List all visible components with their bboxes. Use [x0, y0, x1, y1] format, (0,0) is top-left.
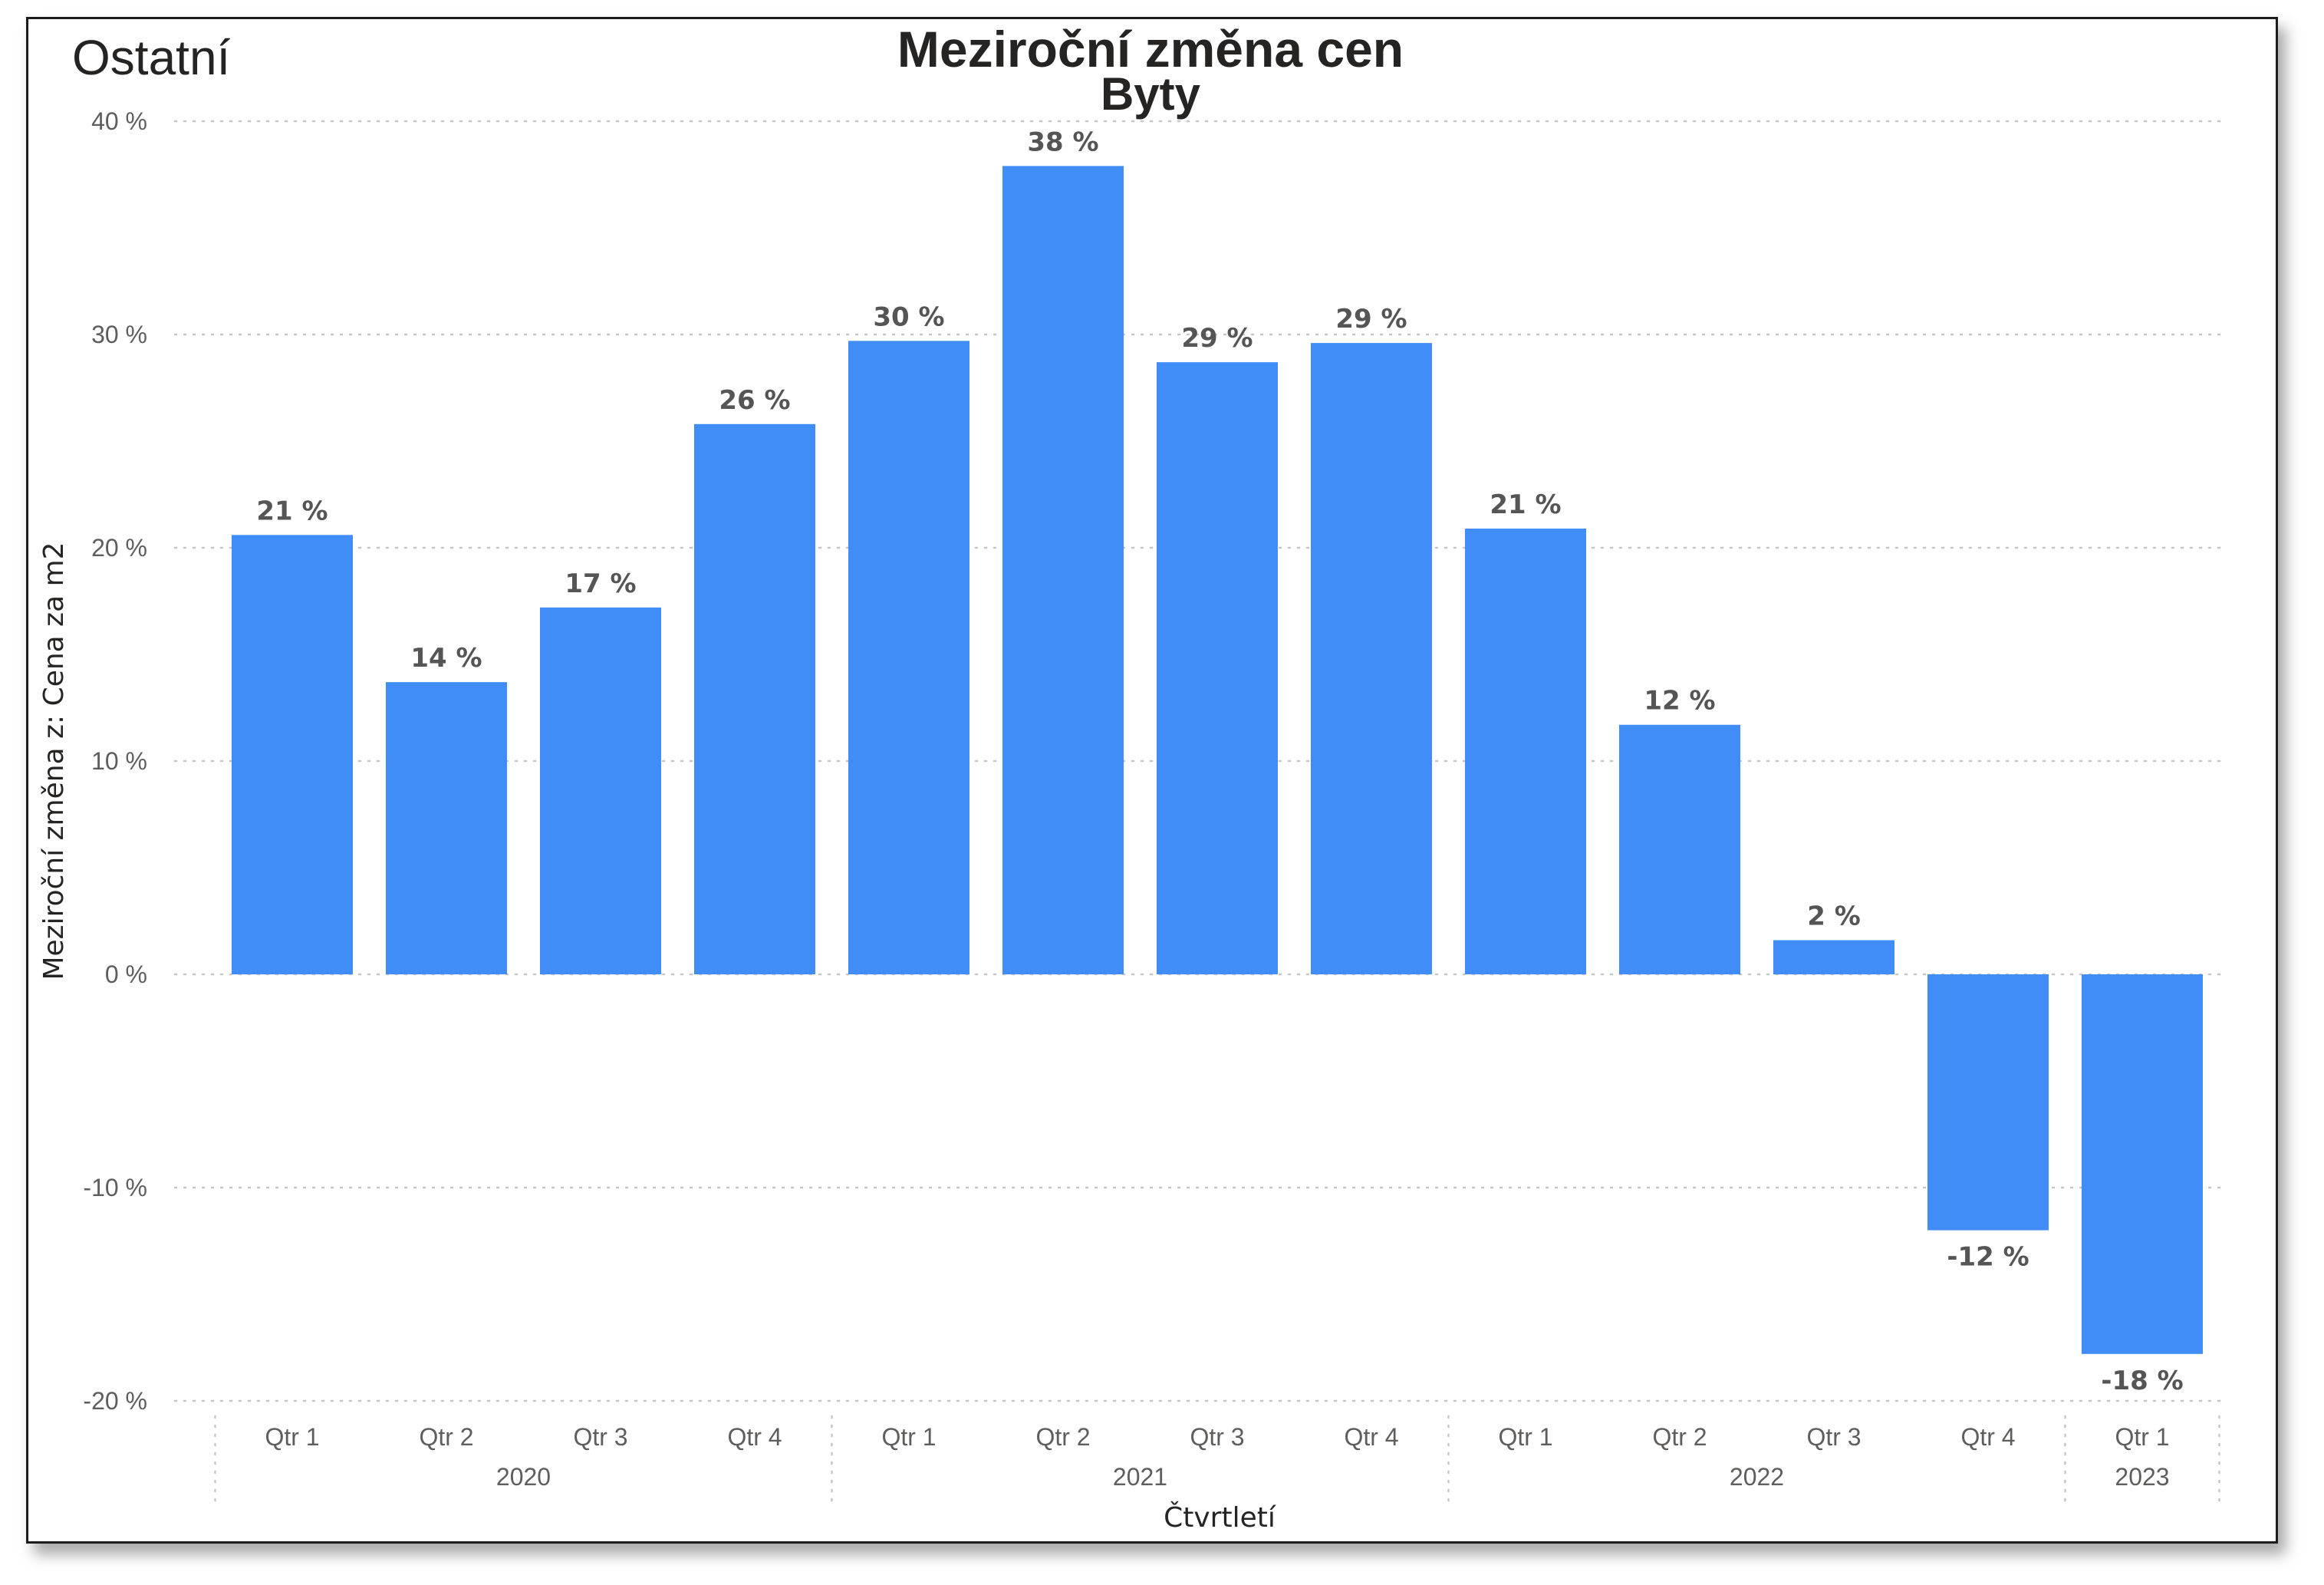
x-group-label: 2023 — [2115, 1463, 2169, 1491]
corner-label: Ostatní — [72, 30, 231, 85]
y-tick-label: 40 % — [91, 107, 147, 135]
y-axis: 40 % 30 % 20 % 10 % 0 % -10 % -20 % — [83, 107, 147, 1415]
data-label: 21 % — [256, 496, 328, 526]
data-label: -12 % — [1947, 1242, 2029, 1273]
y-tick-label: 20 % — [91, 534, 147, 562]
x-tick-label: Qtr 1 — [881, 1423, 936, 1451]
x-tick-label: Qtr 1 — [265, 1423, 319, 1451]
data-label: -18 % — [2101, 1366, 2183, 1396]
data-label: 30 % — [873, 302, 944, 332]
y-tick-label: 30 % — [91, 321, 147, 348]
x-group-label: 2021 — [1113, 1463, 1167, 1491]
data-label: 17 % — [565, 568, 636, 599]
bar — [1002, 166, 1124, 974]
x-tick-label: Qtr 4 — [1960, 1423, 2015, 1451]
x-tick-label: Qtr 3 — [1190, 1423, 1244, 1451]
x-tick-label: Qtr 2 — [419, 1423, 473, 1451]
data-label: 38 % — [1027, 127, 1098, 157]
x-tick-label: Qtr 3 — [1806, 1423, 1861, 1451]
chart-title: Meziroční změna cen — [897, 21, 1404, 77]
x-tick-label: Qtr 2 — [1652, 1423, 1707, 1451]
bar — [1311, 343, 1432, 974]
x-tick-label: Qtr 4 — [1344, 1423, 1398, 1451]
y-tick-label: -10 % — [83, 1174, 147, 1201]
bar — [232, 535, 353, 974]
y-tick-label: 0 % — [105, 961, 147, 988]
bars — [232, 166, 2203, 1354]
x-tick-label: Qtr 4 — [727, 1423, 782, 1451]
bar — [1619, 724, 1740, 974]
y-axis-title: Meziroční změna z: Cena za m2 — [38, 542, 70, 980]
data-label: 26 % — [719, 385, 790, 416]
x-tick-label: Qtr 1 — [1498, 1423, 1552, 1451]
bar — [386, 682, 507, 974]
gridlines — [173, 120, 2226, 1402]
x-axis-title: Čtvrtletí — [1164, 1501, 1276, 1534]
chart-subtitle: Byty — [1100, 68, 1201, 120]
data-label: 12 % — [1644, 686, 1715, 717]
x-axis: Qtr 1 Qtr 2 Qtr 3 Qtr 4 Qtr 1 Qtr 2 Qtr 3 Qtr 4… — [214, 1415, 2220, 1504]
x-tick-label: Qtr 1 — [2115, 1423, 2169, 1451]
x-group-label: 2020 — [496, 1463, 551, 1491]
y-tick-label: 10 % — [91, 747, 147, 775]
y-tick-label: -20 % — [83, 1387, 147, 1415]
x-group-label: 2022 — [1730, 1463, 1784, 1491]
data-label: 21 % — [1490, 489, 1561, 520]
bar — [2082, 974, 2203, 1354]
x-tick-label: Qtr 2 — [1035, 1423, 1090, 1451]
bar — [694, 423, 815, 974]
data-labels: 21 % 14 % 17 % 26 % 30 % 38 % 29 % 29 % 21 % 12 %… — [256, 127, 2183, 1396]
bar — [1773, 940, 1894, 974]
data-label: 29 % — [1181, 323, 1253, 354]
x-tick-label: Qtr 3 — [573, 1423, 627, 1451]
bar — [1157, 362, 1278, 974]
bar — [1927, 974, 2049, 1231]
bar — [540, 607, 661, 974]
data-label: 29 % — [1335, 304, 1407, 334]
data-label: 2 % — [1807, 901, 1861, 932]
bar — [848, 341, 969, 975]
data-label: 14 % — [410, 643, 482, 674]
bar — [1465, 528, 1586, 974]
